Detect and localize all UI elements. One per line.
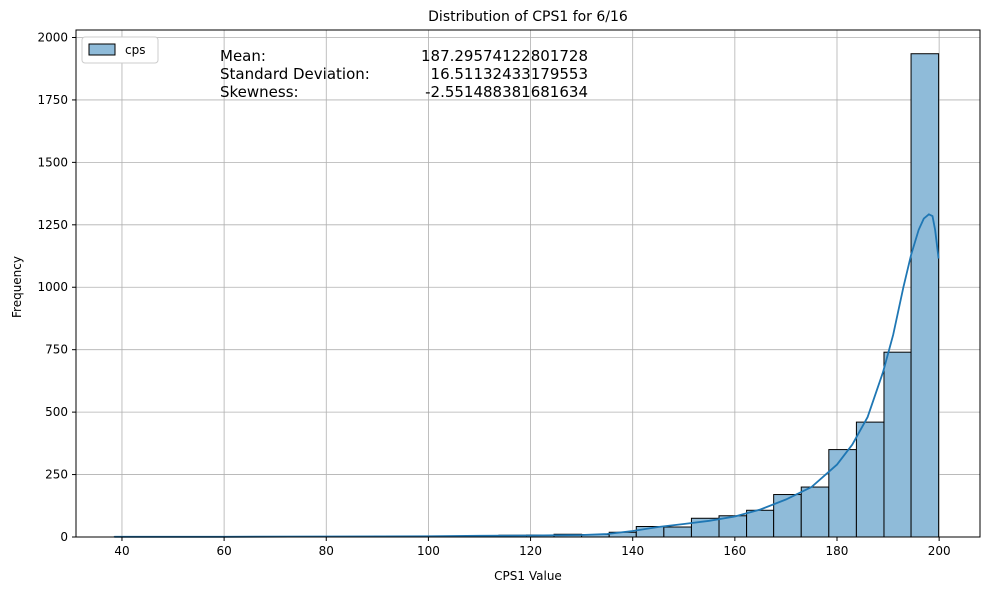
y-axis: 0 250 500 750 1000 1250 1500 1750 2000	[37, 30, 76, 544]
x-tick-label: 140	[621, 544, 644, 558]
histogram-bar	[746, 509, 775, 538]
x-tick-label: 120	[519, 544, 542, 558]
y-tick-label: 1250	[37, 218, 68, 232]
kde-line	[114, 213, 940, 538]
y-tick-label: 2000	[37, 30, 68, 44]
stat-value: 187.29574122801728	[421, 47, 588, 65]
x-tick-label: 60	[216, 544, 231, 558]
y-tick-label: 0	[60, 530, 68, 544]
stat-label: Standard Deviation:	[220, 65, 370, 83]
legend-swatch	[88, 43, 116, 56]
stat-label: Mean:	[220, 47, 266, 65]
stat-value: -2.551488381681634	[425, 83, 588, 101]
x-tick-label: 180	[826, 544, 849, 558]
x-tick-label: 160	[723, 544, 746, 558]
y-tick-label: 750	[45, 343, 68, 357]
legend-label: cps	[125, 43, 145, 57]
chart-title: Distribution of CPS1 for 6/16	[428, 9, 628, 25]
stat-value: 16.51132433179553	[431, 65, 588, 83]
x-tick-label: 200	[928, 544, 951, 558]
y-tick-label: 1750	[37, 93, 68, 107]
legend: cps	[81, 36, 159, 64]
y-tick-label: 250	[45, 468, 68, 482]
stats-annotation: Mean: 187.29574122801728 Standard Deviatio…	[220, 47, 588, 101]
plot-frame	[75, 29, 981, 538]
x-tick-label: 40	[114, 544, 129, 558]
y-axis-label: Frequency	[10, 256, 24, 318]
x-axis-label: CPS1 Value	[494, 569, 562, 583]
y-tick-label: 500	[45, 405, 68, 419]
histogram-bar	[910, 53, 940, 538]
x-axis: 40 60 80 100 120 140 160 180 200	[114, 537, 951, 558]
histogram-bar	[663, 526, 692, 538]
y-tick-label: 1000	[37, 280, 68, 294]
histogram-bar	[828, 449, 857, 538]
x-tick-label: 80	[319, 544, 334, 558]
stat-label: Skewness:	[220, 83, 299, 101]
histogram-bar	[855, 421, 885, 538]
histogram-bar	[773, 494, 802, 538]
y-tick-label: 1500	[37, 155, 68, 169]
histogram-bar	[883, 351, 912, 538]
histogram-bar	[800, 486, 830, 538]
x-tick-label: 100	[417, 544, 440, 558]
